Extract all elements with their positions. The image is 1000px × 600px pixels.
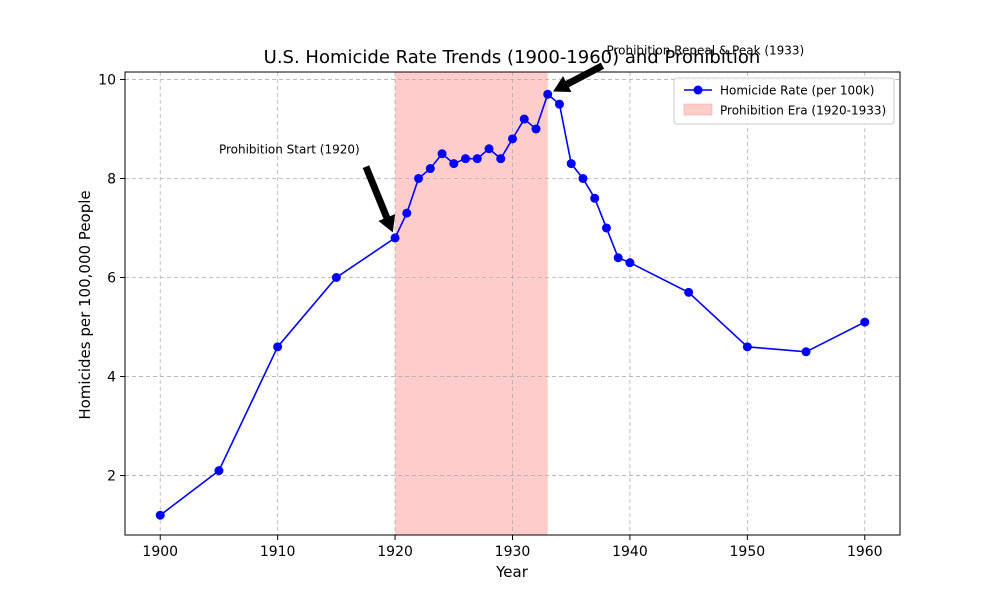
data-point [684, 287, 694, 297]
annotation-label: Prohibition Repeal & Peak (1933) [606, 44, 804, 58]
data-point [519, 114, 529, 124]
x-tick-label: 1910 [260, 544, 296, 560]
data-point [437, 149, 447, 159]
x-tick-label: 1950 [730, 544, 766, 560]
data-point [449, 159, 459, 169]
x-tick-label: 1930 [495, 544, 531, 560]
data-point [484, 144, 494, 154]
legend-shade-swatch [683, 103, 713, 116]
annotation-arrow-shaft [565, 62, 605, 88]
data-point [578, 173, 588, 183]
data-point [531, 124, 541, 134]
data-point [155, 510, 165, 520]
data-point [742, 342, 752, 352]
data-point [508, 134, 517, 144]
data-point [331, 273, 341, 283]
data-point [554, 99, 564, 109]
y-tick-label: 8 [107, 171, 116, 187]
annotation-label: Prohibition Start (1920) [219, 143, 360, 157]
data-point [414, 173, 424, 183]
y-tick-label: 6 [107, 271, 116, 287]
legend-label-shade: Prohibition Era (1920-1933) [720, 104, 886, 118]
annotation-arrow-shaft [362, 165, 390, 219]
data-point [590, 193, 600, 203]
data-point [801, 347, 811, 357]
data-point [390, 233, 400, 243]
legend: Homicide Rate (per 100k) Prohibition Era… [673, 77, 895, 125]
data-point [543, 89, 553, 99]
data-point [601, 223, 611, 233]
data-point [496, 154, 506, 164]
prohibition-era-shade [395, 72, 548, 535]
data-point [613, 253, 623, 263]
legend-marker-swatch [693, 85, 703, 95]
legend-box [673, 77, 895, 125]
x-tick-label: 1920 [377, 544, 413, 560]
data-point [214, 466, 224, 476]
data-point [566, 159, 576, 169]
data-point [860, 317, 870, 327]
data-point [273, 342, 283, 352]
data-point [625, 258, 635, 268]
legend-label-series: Homicide Rate (per 100k) [720, 84, 874, 98]
data-point [425, 164, 435, 174]
y-tick-label: 2 [107, 469, 116, 485]
data-point [472, 154, 482, 164]
annotation-arrow-head [378, 214, 396, 233]
x-tick-label: 1940 [612, 544, 648, 560]
y-tick-label: 10 [98, 72, 116, 88]
data-point [402, 208, 412, 218]
x-tick-label: 1900 [142, 544, 178, 560]
x-tick-label: 1960 [847, 544, 883, 560]
annotation-arrow-head [553, 76, 572, 93]
data-point [461, 154, 471, 164]
chart-title: U.S. Homicide Rate Trends (1900-1960) an… [264, 47, 761, 68]
y-tick-label: 4 [107, 370, 116, 386]
x-axis-title: Year [495, 563, 529, 581]
y-axis-title: Homicides per 100,000 People [76, 190, 94, 419]
